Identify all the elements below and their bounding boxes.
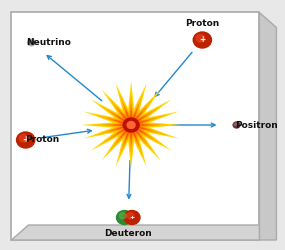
Text: Neutrino: Neutrino	[26, 38, 71, 47]
Circle shape	[127, 213, 134, 219]
FancyBboxPatch shape	[11, 12, 259, 240]
Circle shape	[119, 213, 126, 219]
Circle shape	[19, 134, 28, 142]
Text: +: +	[129, 215, 135, 220]
Circle shape	[123, 118, 139, 132]
Circle shape	[234, 123, 237, 126]
Text: Deuteron: Deuteron	[104, 229, 152, 238]
Text: Proton: Proton	[26, 136, 60, 144]
Circle shape	[17, 132, 35, 148]
Circle shape	[117, 210, 133, 224]
Polygon shape	[11, 225, 259, 240]
Text: +: +	[23, 136, 29, 144]
Polygon shape	[104, 101, 158, 149]
Polygon shape	[92, 91, 170, 159]
Circle shape	[30, 41, 33, 44]
Polygon shape	[81, 81, 181, 169]
Circle shape	[233, 122, 240, 128]
Text: Proton: Proton	[185, 19, 219, 28]
Polygon shape	[259, 12, 276, 240]
Text: Positron: Positron	[235, 120, 278, 130]
Text: +: +	[199, 36, 205, 44]
Circle shape	[124, 210, 140, 224]
Polygon shape	[111, 108, 151, 142]
Circle shape	[196, 34, 205, 42]
Circle shape	[28, 39, 35, 46]
Circle shape	[193, 32, 211, 48]
Circle shape	[127, 122, 135, 128]
